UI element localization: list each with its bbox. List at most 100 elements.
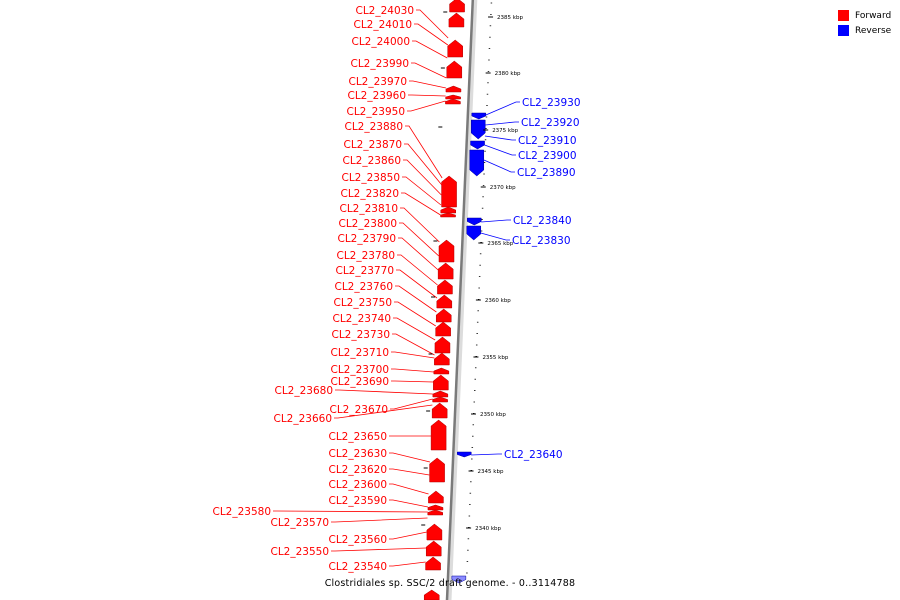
backbone xyxy=(445,0,475,600)
reverse-gene-label[interactable]: CL2_23900 xyxy=(518,150,577,162)
reverse-gene-block[interactable] xyxy=(467,217,482,226)
forward-gene-block[interactable] xyxy=(429,457,445,483)
reverse-gene-label[interactable]: CL2_23830 xyxy=(512,235,571,247)
ruler-label: 2385 kbp xyxy=(497,15,523,21)
legend: Forward Reverse xyxy=(838,8,891,38)
forward-gene-block[interactable] xyxy=(432,396,448,403)
forward-gene-label[interactable]: CL2_23690 xyxy=(330,376,389,388)
reverse-gene-label[interactable]: CL2_23920 xyxy=(521,117,580,129)
forward-gene-label[interactable]: CL2_23870 xyxy=(343,139,402,151)
forward-gene-block[interactable] xyxy=(445,85,462,93)
forward-gene-block[interactable] xyxy=(446,60,463,79)
forward-gene-label[interactable]: CL2_23790 xyxy=(337,233,396,245)
forward-gene-block[interactable] xyxy=(428,490,444,504)
forward-gene-label[interactable]: CL2_23600 xyxy=(328,479,387,491)
forward-gene-block[interactable] xyxy=(435,308,452,323)
forward-gene-label[interactable]: CL2_23710 xyxy=(330,347,389,359)
forward-gene-label[interactable]: CL2_23960 xyxy=(347,90,406,102)
reverse-gene-block[interactable] xyxy=(451,575,467,584)
forward-gene-label[interactable]: CL2_23800 xyxy=(338,218,397,230)
forward-gene-label[interactable]: CL2_23570 xyxy=(270,517,329,529)
forward-gene-block[interactable] xyxy=(445,94,461,100)
forward-gene-block[interactable] xyxy=(438,239,455,263)
forward-leader-line xyxy=(399,222,440,257)
forward-gene-label[interactable]: CL2_23850 xyxy=(341,172,400,184)
forward-gene-block[interactable] xyxy=(426,523,443,541)
forward-gene-block[interactable] xyxy=(431,402,448,419)
forward-gene-label[interactable]: CL2_23580 xyxy=(212,506,271,518)
reverse-gene-label[interactable]: CL2_23890 xyxy=(517,167,576,179)
forward-gene-label[interactable]: CL2_23660 xyxy=(273,413,332,425)
forward-gene-block[interactable] xyxy=(427,509,444,516)
forward-gene-block[interactable] xyxy=(447,39,463,58)
forward-gene-label[interactable]: CL2_23560 xyxy=(328,534,387,546)
reverse-gene-block[interactable] xyxy=(466,225,482,241)
forward-gene-label[interactable]: CL2_23970 xyxy=(348,76,407,88)
forward-gene-label[interactable]: CL2_23760 xyxy=(334,281,393,293)
forward-gene-label[interactable]: CL2_23750 xyxy=(333,297,392,309)
forward-gene-label[interactable]: CL2_23880 xyxy=(344,121,403,133)
forward-gene-label[interactable]: CL2_24030 xyxy=(355,5,414,17)
forward-gene-block[interactable] xyxy=(435,321,451,337)
forward-gene-label[interactable]: CL2_23740 xyxy=(332,313,391,325)
forward-gene-label[interactable]: CL2_24010 xyxy=(353,19,412,31)
forward-gene-block[interactable] xyxy=(441,175,457,208)
forward-gene-block[interactable] xyxy=(433,374,449,391)
forward-gene-block[interactable] xyxy=(427,504,444,511)
forward-gene-block[interactable] xyxy=(437,279,453,295)
reverse-gene-block[interactable] xyxy=(471,112,487,120)
forward-gene-label[interactable]: CL2_23700 xyxy=(330,364,389,376)
forward-gene-label[interactable]: CL2_23810 xyxy=(339,203,398,215)
forward-gene-label[interactable]: CL2_23820 xyxy=(340,188,399,200)
reverse-leader-line xyxy=(484,144,516,156)
forward-gene-block[interactable] xyxy=(430,419,447,451)
forward-gene-label[interactable]: CL2_23860 xyxy=(342,155,401,167)
forward-gene-block[interactable] xyxy=(434,352,450,366)
forward-gene-block[interactable] xyxy=(448,12,465,28)
forward-gene-label[interactable]: CL2_23540 xyxy=(328,561,387,573)
forward-gene-label[interactable]: CL2_23730 xyxy=(331,329,390,341)
forward-leader-line xyxy=(389,452,431,463)
forward-gene-block[interactable] xyxy=(445,98,461,105)
forward-gene-block[interactable] xyxy=(423,589,440,600)
forward-gene-block[interactable] xyxy=(440,212,456,218)
reverse-gene-label[interactable]: CL2_23930 xyxy=(522,97,581,109)
forward-leader-line xyxy=(392,333,435,356)
reverse-gene-block[interactable] xyxy=(470,140,485,150)
forward-gene-block[interactable] xyxy=(433,367,450,375)
forward-gene-block[interactable] xyxy=(432,390,449,398)
forward-gene-label[interactable]: CL2_23770 xyxy=(335,265,394,277)
forward-gene-block[interactable] xyxy=(436,294,453,309)
reverse-gene-label[interactable]: CL2_23640 xyxy=(504,449,563,461)
forward-gene-label[interactable]: CL2_23680 xyxy=(274,385,333,397)
forward-gene-label[interactable]: CL2_23620 xyxy=(328,464,387,476)
forward-gene-block[interactable] xyxy=(425,540,442,557)
forward-gene-label[interactable]: CL2_23990 xyxy=(350,58,409,70)
forward-gene-label[interactable]: CL2_23630 xyxy=(328,448,387,460)
forward-leader-line xyxy=(391,368,434,373)
reverse-leader-line xyxy=(484,135,516,141)
ruler-label: 2355 kbp xyxy=(482,355,508,361)
reverse-gene-block[interactable] xyxy=(470,119,486,140)
forward-gene-label[interactable]: CL2_23780 xyxy=(336,250,395,262)
reverse-gene-block[interactable] xyxy=(469,149,485,177)
forward-gene-block[interactable] xyxy=(440,206,457,214)
forward-leader-line xyxy=(335,389,433,395)
forward-gene-label[interactable]: CL2_23670 xyxy=(329,404,388,416)
reverse-leader-line xyxy=(481,219,511,223)
reverse-gene-label[interactable]: CL2_23840 xyxy=(513,215,572,227)
forward-leader-line xyxy=(334,404,433,419)
forward-gene-label[interactable]: CL2_23550 xyxy=(270,546,329,558)
reverse-gene-block[interactable] xyxy=(457,451,472,458)
forward-leader-line xyxy=(397,254,438,286)
reverse-gene-label[interactable]: CL2_23910 xyxy=(518,135,577,147)
forward-gene-block[interactable] xyxy=(425,556,441,571)
forward-gene-block[interactable] xyxy=(437,262,454,280)
forward-gene-label[interactable]: CL2_23950 xyxy=(346,106,405,118)
forward-gene-label[interactable]: CL2_23650 xyxy=(328,431,387,443)
forward-gene-block[interactable] xyxy=(449,0,465,13)
forward-gene-block[interactable] xyxy=(434,336,451,354)
forward-gene-label[interactable]: CL2_23590 xyxy=(328,495,387,507)
forward-leader-line xyxy=(404,143,443,186)
forward-gene-label[interactable]: CL2_24000 xyxy=(351,36,410,48)
